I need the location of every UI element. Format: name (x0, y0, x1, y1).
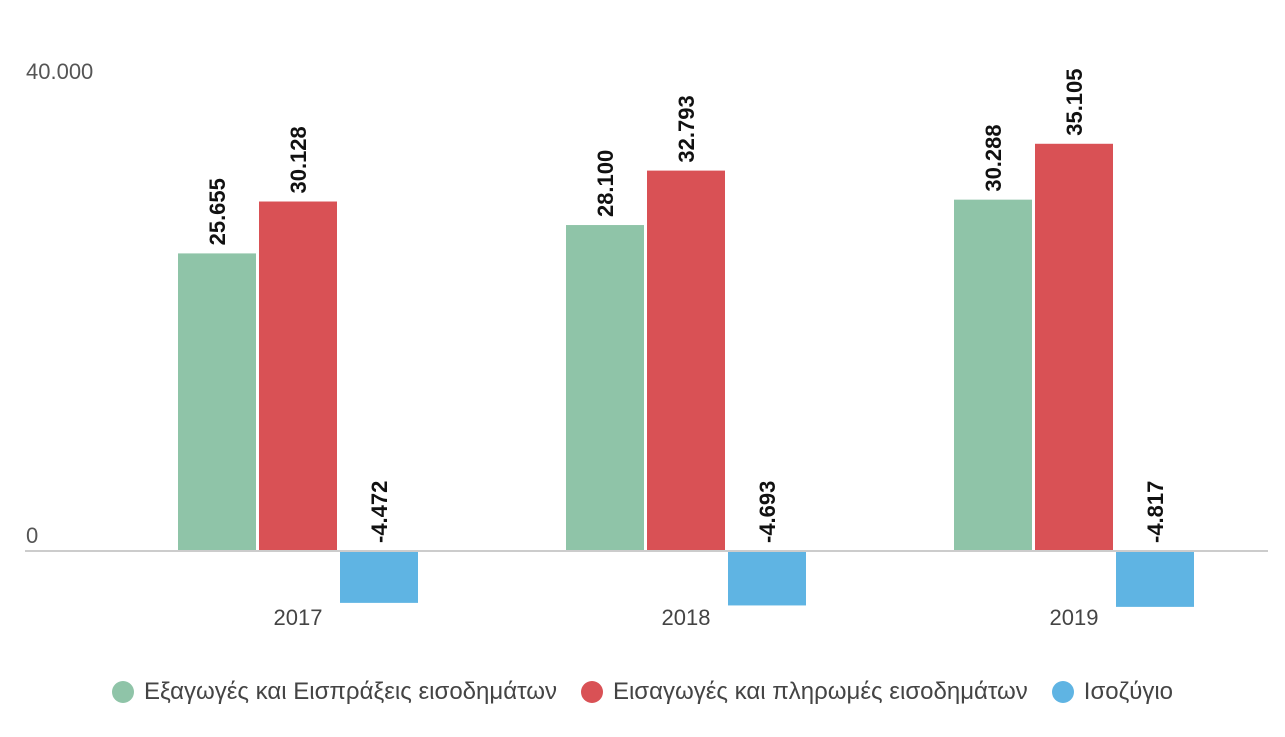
x-category-label: 2019 (1050, 605, 1099, 630)
y-tick-label: 0 (26, 523, 38, 548)
bar (178, 253, 256, 552)
labels-layer: 0 40.000 25.655 30.128 -4.472 2017 28.100 32.79… (26, 59, 1168, 630)
legend-label: Ισοζύγιο (1083, 678, 1173, 705)
bar (1116, 551, 1194, 607)
bars-layer (178, 143, 1194, 607)
bar (954, 199, 1032, 552)
bar-chart: 0 40.000 25.655 30.128 -4.472 2017 28.100 32.79… (25, 59, 1268, 630)
data-label: 25.655 (205, 178, 230, 245)
data-label: 28.100 (593, 150, 618, 217)
y-tick-label: 40.000 (26, 59, 93, 84)
bar (728, 551, 806, 606)
data-label: -4.472 (367, 481, 392, 543)
data-label: 35.105 (1062, 68, 1087, 135)
legend-label: Εξαγωγές και Εισπράξεις εισοδημάτων (143, 678, 557, 705)
data-label: 30.288 (981, 124, 1006, 191)
bar (340, 551, 418, 603)
bar (647, 170, 725, 551)
legend-swatch (580, 681, 603, 703)
bar (259, 201, 337, 551)
data-label: -4.817 (1143, 481, 1168, 543)
legend-item: Εισαγωγές και πληρωμές εισοδημάτων (580, 678, 1028, 706)
data-label: 30.128 (286, 126, 311, 193)
data-label: -4.693 (755, 481, 780, 543)
legend-item: Ισοζύγιο (1051, 678, 1173, 706)
legend-label: Εισαγωγές και πληρωμές εισοδημάτων (612, 678, 1028, 705)
data-label: 32.793 (674, 95, 699, 162)
legend-swatch (1051, 681, 1074, 703)
legend-item: Εξαγωγές και Εισπράξεις εισοδημάτων (111, 678, 557, 706)
legend: Εξαγωγές και Εισπράξεις εισοδημάτων Εισαγ… (0, 672, 1285, 712)
bar (1035, 143, 1113, 552)
bar (566, 225, 644, 552)
x-category-label: 2017 (274, 605, 323, 630)
legend-swatch (111, 681, 134, 703)
x-category-label: 2018 (662, 605, 711, 630)
